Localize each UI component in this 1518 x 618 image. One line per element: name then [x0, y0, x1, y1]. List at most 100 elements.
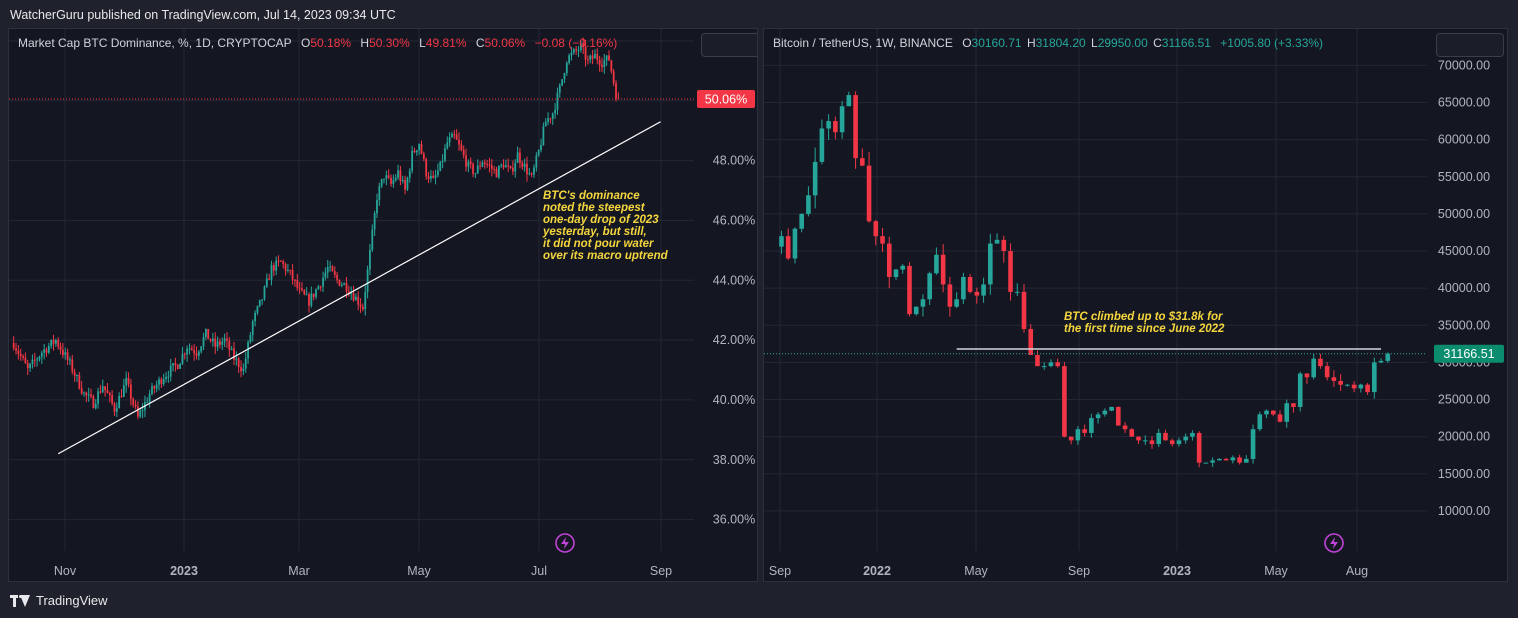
candle — [526, 163, 528, 175]
btc-chart-panel[interactable]: Bitcoin / TetherUS, 1W, BINANCE O30160.7… — [763, 28, 1508, 582]
dominance-low: 49.81% — [425, 36, 467, 50]
x-tick-label: 2023 — [170, 564, 198, 578]
candle — [172, 363, 174, 366]
candle — [547, 118, 549, 122]
candle — [1122, 425, 1128, 430]
annotation-line: BTC's dominance — [543, 190, 640, 202]
chart-control-box[interactable] — [1436, 33, 1504, 57]
dominance-chart-panel[interactable]: Market Cap BTC Dominance, %, 1D, CRYPTOC… — [8, 28, 758, 582]
candle — [427, 176, 430, 179]
candle — [111, 395, 114, 404]
candle — [394, 177, 397, 181]
candle — [390, 177, 392, 184]
y-tick-label: 55000.00 — [1438, 170, 1490, 184]
candle — [1183, 436, 1188, 441]
candle — [554, 109, 556, 114]
candle — [500, 164, 503, 167]
candle — [195, 353, 198, 356]
candle — [33, 359, 36, 361]
candle — [376, 200, 378, 214]
btc-open: 30160.71 — [971, 36, 1022, 50]
candle — [577, 49, 580, 51]
candle — [76, 375, 78, 377]
candle — [141, 410, 144, 412]
candle — [212, 338, 214, 342]
candle — [434, 175, 437, 178]
candle — [853, 95, 858, 159]
y-tick-label: 38.00% — [713, 453, 755, 467]
candle — [1358, 384, 1364, 389]
candle — [270, 265, 273, 280]
candle — [490, 165, 493, 169]
candle — [441, 160, 444, 162]
candle — [315, 289, 317, 297]
candle — [1351, 384, 1357, 389]
candle — [826, 121, 831, 129]
candle — [967, 277, 973, 292]
candle — [458, 139, 460, 145]
candle — [1156, 432, 1162, 445]
candle — [78, 375, 81, 389]
candle — [298, 287, 301, 289]
candle — [1008, 251, 1013, 292]
candle — [73, 371, 76, 376]
candle — [71, 359, 74, 372]
candle — [974, 291, 980, 296]
candle — [437, 170, 439, 176]
chart-control-box[interactable] — [701, 33, 757, 57]
candle — [1237, 457, 1242, 463]
annotation-line: the first time since June 2022 — [1064, 323, 1225, 335]
annotation-line: yesterday, but still, — [542, 226, 647, 238]
candle — [1378, 360, 1384, 363]
candle — [303, 290, 306, 295]
y-tick-label: 48.00% — [713, 154, 755, 168]
candle — [305, 294, 308, 296]
x-tick-label: Sep — [769, 564, 791, 578]
candle — [422, 153, 425, 160]
candle — [36, 359, 39, 361]
candle — [603, 60, 606, 68]
candle — [155, 384, 158, 389]
candle — [1291, 403, 1296, 407]
candle — [1190, 432, 1195, 437]
candle — [556, 92, 559, 110]
candle — [1035, 354, 1040, 367]
candle — [1196, 432, 1202, 463]
y-tick-label: 60000.00 — [1438, 133, 1490, 147]
candle — [179, 363, 181, 369]
candle — [819, 128, 825, 162]
candle — [26, 363, 29, 369]
candle — [219, 341, 221, 345]
candle — [605, 55, 608, 61]
candle — [542, 126, 545, 145]
candle — [940, 254, 946, 285]
candle — [1062, 366, 1067, 437]
candle — [242, 368, 245, 372]
candle — [289, 269, 292, 271]
candle — [880, 236, 885, 244]
candle — [415, 150, 418, 153]
candle — [551, 113, 554, 119]
candle — [596, 53, 599, 61]
y-tick-label: 44.00% — [713, 273, 755, 287]
annotation-line: over its macro uptrend — [543, 250, 669, 262]
candle — [338, 279, 341, 286]
candle — [15, 348, 17, 351]
candle — [1048, 362, 1054, 367]
candle — [354, 296, 357, 301]
candle — [129, 384, 132, 399]
candle — [240, 367, 242, 372]
candle — [54, 339, 57, 344]
candle — [846, 95, 852, 107]
candle — [92, 396, 95, 409]
candle — [160, 379, 163, 384]
candle — [221, 341, 224, 345]
candle — [369, 250, 371, 270]
candle — [587, 59, 589, 61]
candle — [359, 304, 362, 307]
candle — [373, 213, 376, 230]
candle — [1149, 440, 1155, 445]
y-tick-label: 70000.00 — [1438, 58, 1490, 72]
candle — [799, 213, 804, 229]
y-tick-label: 45000.00 — [1438, 244, 1490, 258]
